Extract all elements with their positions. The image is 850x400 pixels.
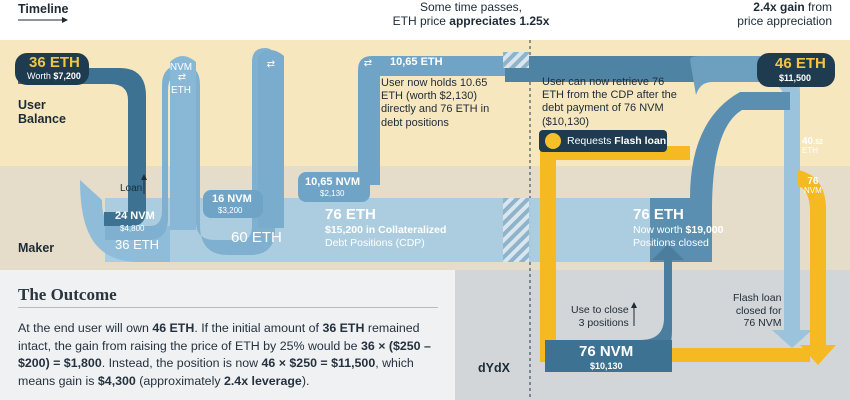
time-passes-note: Some time passes, ETH price appreciates …: [392, 0, 550, 28]
gain-note: 2.4x gain from price appreciation: [737, 0, 832, 28]
nvm-1065-capsule: [298, 172, 370, 202]
start-balance-badge: 36 ETH Worth $7,200: [15, 53, 89, 85]
nvm-1065-usd: $2,130: [320, 189, 345, 198]
nvm-76-dydx-usd: $10,130: [590, 361, 623, 371]
end-balance-badge: 46 ETH $11,500: [757, 53, 835, 87]
swap-icon-1: ⇄: [178, 72, 186, 83]
eth-60-maker-label: 60 ETH: [231, 229, 282, 246]
top-right-connector: [690, 56, 760, 95]
loan-arrowhead: [141, 174, 147, 180]
outcome-panel: [0, 270, 455, 400]
header-band: [0, 0, 850, 40]
time-gap-marker-top: [503, 52, 529, 68]
timeline-label: Timeline: [18, 2, 69, 16]
time-gap-marker-mid: [503, 198, 529, 262]
retrieve-note: User can now retrieve 76 ETH from the CD…: [542, 76, 677, 128]
nvm-76-dydx-label: 76 NVM: [579, 343, 634, 360]
nvm-1065-label: 10,65 NVM: [305, 176, 361, 188]
outcome-text: At the end user will own 46 ETH. If the …: [18, 321, 431, 388]
nvm-eth-swap-label: NVM ETH: [169, 62, 193, 96]
user-holds-note: User now holds 10.65 ETH (worth $2,130) …: [381, 77, 490, 129]
maker-label: Maker: [18, 241, 55, 255]
timeline-arrowhead: [62, 17, 68, 23]
loan-label: Loan: [120, 183, 143, 194]
outcome-divider: [18, 307, 438, 308]
dydx-return-bar: [545, 340, 672, 372]
nvm-swap-column-2: [258, 50, 284, 228]
end-usd: $11,500: [779, 73, 812, 83]
outcome-title: The Outcome: [18, 285, 117, 304]
start-eth-amount: 36 ETH: [29, 54, 80, 71]
eth-76-cdp-label: 76 ETH: [325, 206, 376, 223]
swap-icon-2: ⇄: [267, 59, 275, 70]
nvm-16-capsule: [203, 190, 263, 218]
nvm-24-label: 24 NVM: [115, 210, 155, 222]
nvm-24-usd: $4,800: [120, 224, 145, 233]
nvm-76-right-label: 76 NVM: [804, 176, 822, 195]
end-eth-amount: 46 ETH: [775, 55, 826, 72]
start-worth: Worth $7,200: [27, 71, 81, 81]
swap-icon-3: ⇄: [364, 58, 372, 69]
eth-36-maker-label: 36 ETH: [115, 237, 160, 252]
dydx-label: dYdX: [478, 361, 510, 375]
right-descending-flow: [760, 56, 812, 348]
lightning-icon: [545, 133, 561, 149]
user-balance-label: User Balance: [18, 98, 66, 127]
eth-76-cdp-detail: $15,200 in Collateralized Debt Positions…: [325, 224, 447, 249]
eth-76-closed-label: 76 ETH: [633, 206, 684, 223]
return-to-user-flow: [650, 92, 790, 262]
eth-76-closed-detail: Now worth $19,000 Positions closed: [633, 224, 724, 249]
close-arrowhead: [631, 302, 637, 308]
eth-1065-user-label: 10,65 ETH: [390, 56, 443, 68]
nvm-16-usd: $3,200: [218, 206, 243, 215]
flash-loan-right: [798, 170, 836, 365]
nvm-1065-stem: [358, 56, 505, 185]
eth-4052-label: 40.52 ETH: [802, 136, 823, 155]
use-to-close-label: Use to close 3 positions: [571, 304, 629, 329]
nvm-16-label: 16 NVM: [212, 193, 252, 205]
requests-flash-loan-badge: Requests Flash loan: [539, 130, 667, 152]
maker-36-band: [80, 180, 170, 262]
nvm-eth-swap-column: [170, 56, 196, 230]
flash-loan-closed-label: Flash loan closed for 76 NVM: [733, 292, 782, 330]
